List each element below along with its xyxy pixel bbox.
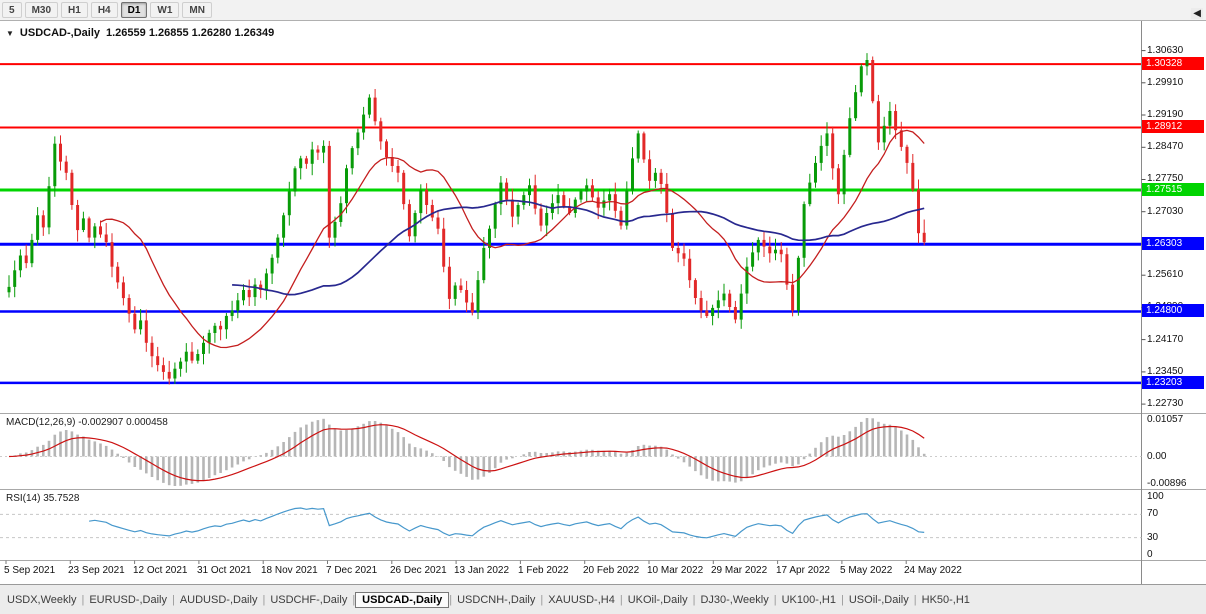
date-label: 31 Oct 2021 — [197, 565, 252, 576]
price-level-tag: 1.24800 — [1142, 304, 1204, 317]
date-label: 24 May 2022 — [904, 565, 962, 576]
date-label: 23 Sep 2021 — [68, 565, 125, 576]
timeframe-button-h4[interactable]: H4 — [90, 2, 118, 18]
tab-dj30-weekly[interactable]: DJ30-,Weekly — [700, 593, 769, 606]
price-level-tag: 1.23203 — [1142, 376, 1204, 389]
tab-separator: | — [913, 593, 917, 606]
date-label: 5 Sep 2021 — [4, 565, 56, 576]
tab-separator: | — [692, 593, 696, 606]
date-label: 20 Feb 2022 — [583, 565, 640, 576]
tab-eurusd-daily[interactable]: EURUSD-,Daily — [89, 593, 167, 606]
tab-separator: | — [540, 593, 544, 606]
macd-axis-label: 0.00 — [1147, 451, 1167, 462]
chart-symbol-title: USDCAD-,Daily — [19, 27, 100, 39]
rsi-indicator-label: RSI(14) 35.7528 — [6, 493, 80, 504]
date-label: 12 Oct 2021 — [133, 565, 188, 576]
tab-separator: | — [171, 593, 175, 606]
tab-usdchf-daily[interactable]: USDCHF-,Daily — [270, 593, 348, 606]
date-label: 7 Dec 2021 — [326, 565, 378, 576]
tab-separator: | — [841, 593, 844, 606]
date-label: 13 Jan 2022 — [454, 565, 510, 576]
price-level-tag: 1.27515 — [1142, 183, 1204, 196]
chart-ohlc-header: ▼ USDCAD-,Daily 1.26559 1.26855 1.26280 … — [6, 27, 274, 39]
price-tick-label: 1.24170 — [1147, 334, 1184, 345]
rsi-axis-label: 30 — [1147, 532, 1159, 543]
date-label: 5 May 2022 — [840, 565, 893, 576]
date-label: 18 Nov 2021 — [261, 565, 318, 576]
timeframe-button-h1[interactable]: H1 — [61, 2, 88, 18]
chart-tab-bar: USDX,Weekly | EURUSD-,Daily | AUDUSD-,Daily |… — [0, 584, 1206, 614]
macd-indicator-label: MACD(12,26,9) -0.002907 0.000458 — [6, 417, 168, 428]
price-tick-label: 1.30630 — [1147, 45, 1184, 56]
price-tick-label: 1.23450 — [1147, 366, 1184, 377]
timeframe-button-m30[interactable]: M30 — [24, 2, 59, 18]
date-label: 17 Apr 2022 — [776, 565, 830, 576]
tab-usdcnh-daily[interactable]: USDCNH-,Daily — [457, 593, 536, 606]
price-tick-label: 1.28470 — [1147, 141, 1184, 152]
rsi-axis-label: 70 — [1147, 508, 1159, 519]
timeframe-toolbar: 5 M30 H1 H4 D1 W1 MN — [0, 0, 1206, 21]
tab-hk50-h1[interactable]: HK50-,H1 — [921, 593, 970, 606]
tab-audusd-daily[interactable]: AUDUSD-,Daily — [179, 593, 258, 606]
tab-usoil-daily[interactable]: USOil-,Daily — [848, 593, 909, 606]
timeframe-button-mn[interactable]: MN — [182, 2, 212, 18]
timeframe-button-5[interactable]: 5 — [2, 2, 22, 18]
tab-uk100-h1[interactable]: UK100-,H1 — [781, 593, 836, 606]
price-tick-label: 1.27030 — [1147, 206, 1184, 217]
macd-axis-label: 0.01057 — [1147, 414, 1184, 425]
tab-separator: | — [262, 593, 266, 606]
tab-separator: | — [773, 593, 777, 606]
macd-axis-label: -0.00896 — [1147, 478, 1187, 489]
tab-separator: | — [352, 593, 356, 606]
tab-separator: | — [619, 593, 623, 606]
date-label: 29 Mar 2022 — [711, 565, 768, 576]
rsi-axis-label: 0 — [1147, 549, 1153, 560]
symbol-dropdown-icon: ▼ — [6, 28, 14, 38]
price-tick-label: 1.22730 — [1147, 398, 1184, 409]
price-tick-label: 1.27750 — [1147, 173, 1184, 184]
rsi-axis-label: 100 — [1147, 491, 1164, 502]
price-level-tag: 1.26303 — [1142, 237, 1204, 250]
tab-ukoil-daily[interactable]: UKOil-,Daily — [627, 593, 688, 606]
chart-canvas[interactable] — [0, 0, 1206, 584]
tab-usdx-weekly[interactable]: USDX,Weekly — [7, 593, 77, 606]
tab-usdcad-daily[interactable]: USDCAD-,Daily — [355, 591, 450, 608]
price-level-tag: 1.30328 — [1142, 57, 1204, 70]
chart-ohlc-values: 1.26559 1.26855 1.26280 1.26349 — [106, 27, 275, 39]
date-label: 26 Dec 2021 — [390, 565, 447, 576]
price-tick-label: 1.29190 — [1147, 109, 1184, 120]
date-label: 10 Mar 2022 — [647, 565, 704, 576]
price-level-tag: 1.28912 — [1142, 120, 1204, 133]
tab-separator: | — [81, 593, 85, 606]
timeframe-button-d1[interactable]: D1 — [120, 2, 148, 18]
price-tick-label: 1.29910 — [1147, 77, 1184, 88]
price-tick-label: 1.25610 — [1147, 269, 1184, 280]
date-label: 1 Feb 2022 — [518, 565, 569, 576]
tab-scroll-left-button[interactable]: ◀ — [1191, 8, 1203, 19]
tab-separator: | — [449, 593, 453, 606]
timeframe-button-w1[interactable]: W1 — [150, 2, 180, 18]
tab-xauusd-h4[interactable]: XAUUSD-,H4 — [548, 593, 615, 606]
